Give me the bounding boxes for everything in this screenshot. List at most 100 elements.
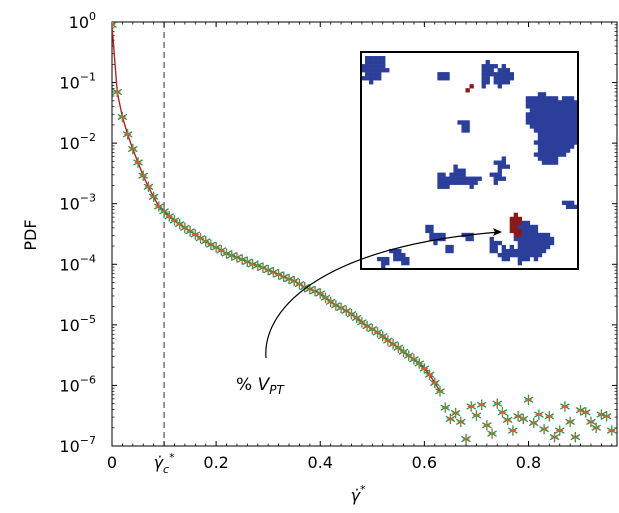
inset-pixel — [525, 232, 531, 238]
inset-pixel — [501, 248, 506, 254]
inset-pixel — [473, 176, 478, 181]
inset-pixel — [565, 204, 571, 210]
inset-pixel — [565, 120, 571, 125]
inset-pixel — [509, 76, 515, 81]
inset-pixel — [449, 248, 454, 254]
inset-pixel — [541, 116, 547, 121]
data-point — [372, 327, 383, 338]
y-tick-label: 10−5 — [59, 313, 96, 335]
inset-pixel — [465, 124, 470, 129]
inset-pixel — [569, 124, 575, 129]
inset-pixel — [469, 176, 474, 181]
data-point — [195, 232, 206, 244]
inset-pixel — [553, 96, 559, 101]
data-point — [346, 308, 357, 320]
inset-pixel — [545, 100, 551, 105]
inset-pixel — [481, 68, 486, 73]
inset-pixel — [537, 100, 543, 105]
inset-pixel — [393, 248, 398, 254]
inset-pixel — [561, 132, 567, 137]
inset-pixel — [401, 252, 406, 258]
inset-pixel — [521, 224, 527, 230]
data-point — [445, 413, 456, 425]
inset-pixel — [489, 244, 494, 250]
inset-pixel — [561, 112, 567, 117]
inset-pixel — [525, 116, 531, 121]
inset-pixel — [545, 108, 551, 113]
inset-pixel-highlight — [513, 232, 519, 238]
inset-pixel — [369, 68, 374, 73]
data-point — [534, 409, 544, 420]
inset-pixel — [537, 144, 543, 149]
inset-pixel — [537, 232, 543, 238]
data-point — [570, 431, 581, 443]
inset-pixel — [369, 72, 374, 77]
data-point — [539, 423, 549, 435]
inset-pixel — [533, 112, 539, 117]
x-tick-label: 0.8 — [516, 453, 541, 472]
inset-pixel — [529, 108, 535, 113]
inset-pixel — [541, 140, 547, 145]
inset-pixel — [565, 200, 571, 206]
inset-pixel — [529, 232, 535, 238]
inset-pixel — [381, 68, 386, 73]
data-point — [143, 181, 154, 193]
inset-pixel — [441, 176, 446, 181]
inset-pixel — [501, 68, 506, 73]
data-point — [461, 433, 471, 445]
data-point — [164, 211, 175, 222]
inset-pixel — [377, 60, 382, 65]
inset-pixel — [537, 92, 543, 97]
inset-pixel — [449, 172, 454, 177]
inset-pixel — [497, 252, 502, 258]
inset-pixel — [533, 140, 539, 145]
inset-pixel — [549, 108, 555, 113]
inset-pixel — [525, 120, 531, 125]
inset-pixel — [441, 76, 446, 81]
data-point — [523, 394, 534, 405]
inset-pixel — [489, 72, 494, 77]
inset-pixel — [545, 152, 551, 157]
inset-pixel — [569, 204, 575, 210]
inset-pixel — [537, 248, 543, 254]
inset-pixel — [493, 176, 498, 181]
inset-pixel — [381, 64, 386, 69]
data-point — [315, 288, 326, 299]
data-point — [476, 399, 487, 410]
inset-pixel — [445, 180, 450, 185]
inset-pixel — [569, 200, 575, 206]
data-point — [481, 420, 492, 431]
inset-pixel — [541, 128, 547, 133]
inset-pixel — [569, 128, 575, 133]
inset-pixel-highlight — [509, 228, 515, 234]
inset-pixel — [369, 64, 374, 69]
inset-pixel — [553, 104, 559, 109]
inset-pixel — [529, 228, 535, 234]
inset-pixel — [541, 136, 547, 141]
inset-pixel — [461, 180, 466, 185]
inset-pixel — [497, 68, 502, 73]
data-point — [471, 410, 482, 421]
inset-pixel — [537, 96, 543, 101]
inset-pixel — [569, 120, 575, 125]
inset-pixel — [457, 120, 462, 125]
data-point — [606, 425, 617, 436]
inset-pixel — [529, 124, 535, 129]
inset-pixel-highlight — [513, 228, 519, 234]
inset-pixel — [477, 176, 482, 181]
axis-ticks: 0 γ̇c* 0.2 0.4 0.6 0.8 10−7 10−6 10−5 10−4 10−3 10−… — [59, 10, 617, 476]
inset-pixel — [557, 124, 563, 129]
inset-pixel — [565, 104, 571, 109]
data-point — [398, 346, 409, 357]
inset-pixel — [453, 172, 458, 177]
data-point — [122, 129, 133, 140]
inset-pixel — [457, 172, 462, 177]
inset-pixel — [545, 128, 551, 133]
inset-pixel — [557, 144, 563, 149]
inset-pixel — [565, 144, 571, 149]
inset-pixel — [497, 168, 502, 173]
inset-pixel — [449, 180, 454, 185]
inset-pixel-highlight — [509, 220, 515, 226]
data-point — [117, 111, 128, 123]
inset-pixel — [561, 140, 567, 145]
